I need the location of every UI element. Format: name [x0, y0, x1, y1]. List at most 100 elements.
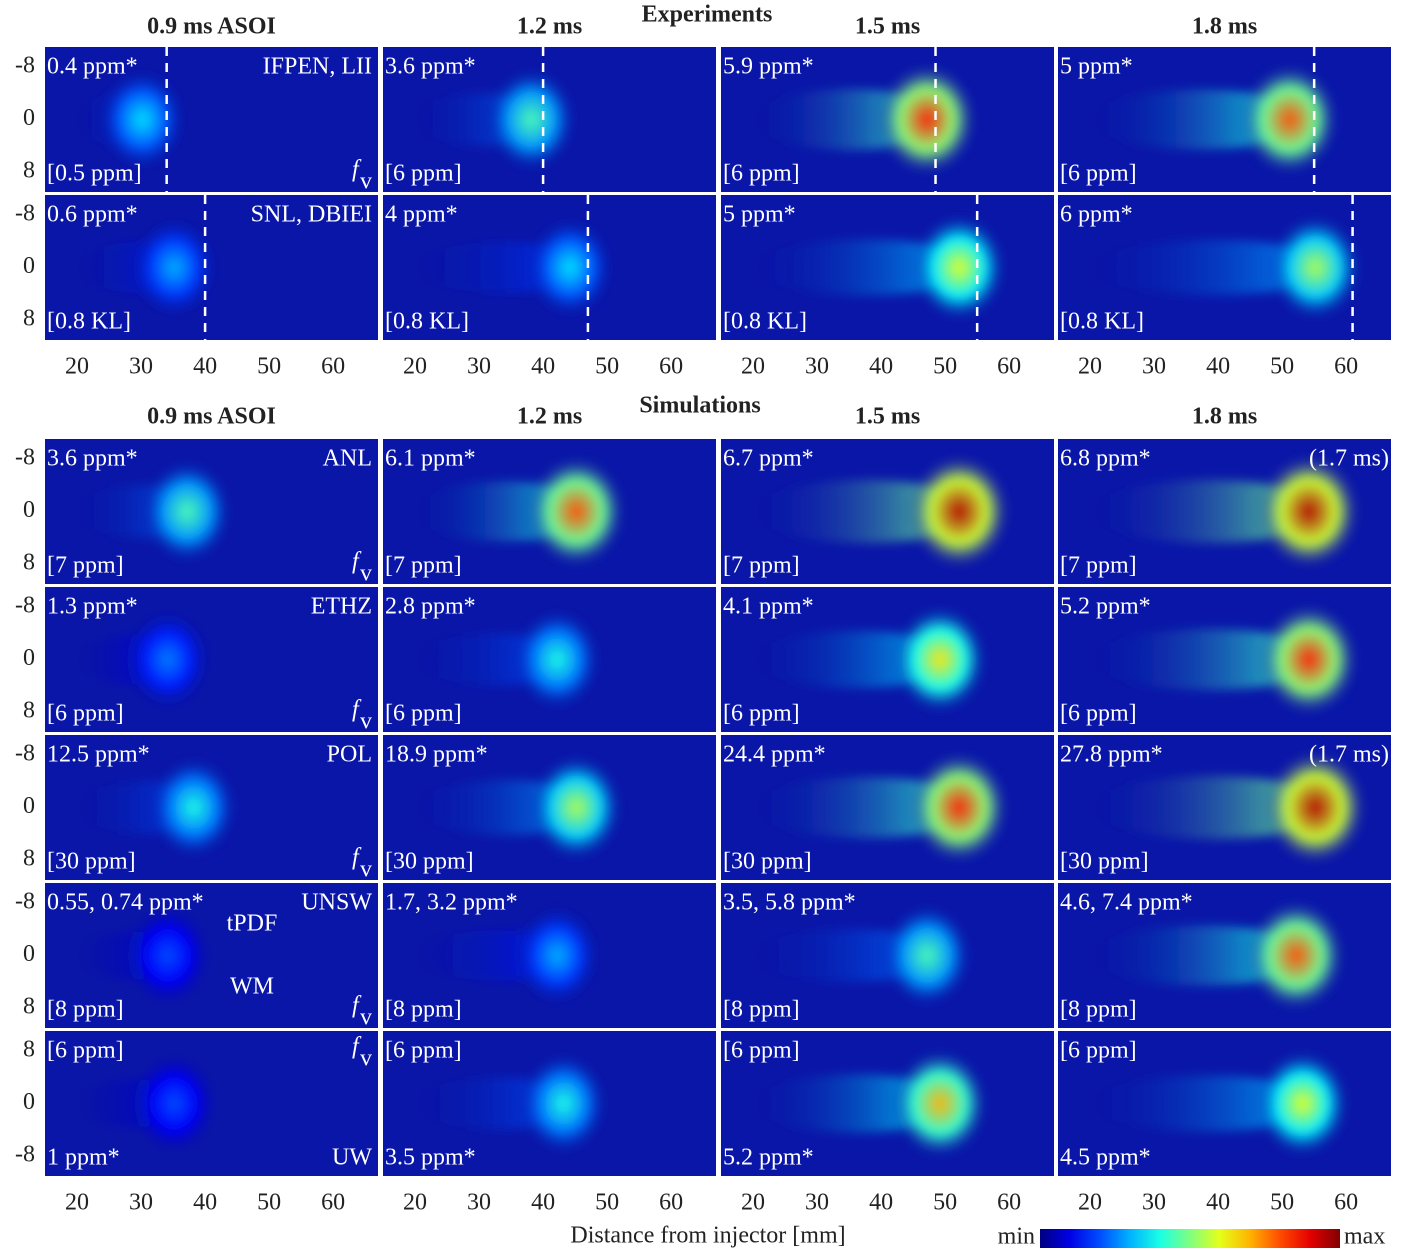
- row-label: UNSW: [301, 890, 372, 916]
- plume-head: [149, 756, 238, 859]
- scale-value: [30 ppm]: [47, 849, 136, 875]
- soot-field: [1090, 603, 1359, 716]
- row-label: POL: [327, 742, 372, 768]
- x-tick-label: 40: [869, 354, 893, 380]
- x-tick-label: 30: [467, 354, 491, 380]
- row-label: IFPEN, LII: [263, 54, 372, 80]
- x-tick-label: 20: [741, 1190, 765, 1216]
- x-tick-label: 30: [129, 1190, 153, 1216]
- panel: 0.4 ppm* [0.5 ppm] IFPEN, LII f v: [45, 47, 378, 195]
- x-tick-label: 20: [1078, 354, 1102, 380]
- row-note: WM: [230, 974, 274, 1000]
- panel: 3.6 ppm* [6 ppm]: [383, 47, 716, 192]
- peak-value: 3.6 ppm*: [385, 54, 476, 80]
- scale-value: [6 ppm]: [1060, 161, 1137, 187]
- scale-value: [8 ppm]: [723, 997, 800, 1023]
- x-tick-label: 40: [869, 1190, 893, 1216]
- scale-value: [6 ppm]: [1060, 1038, 1137, 1064]
- y-tick-label: 0: [23, 793, 35, 819]
- x-tick-label: 60: [321, 354, 345, 380]
- plume-head: [907, 454, 1011, 569]
- plume-head: [1256, 1050, 1349, 1157]
- x-tick-label: 20: [403, 354, 427, 380]
- fv-symbol: f: [352, 993, 362, 1019]
- plume-head: [1259, 603, 1359, 716]
- scale-value: [6 ppm]: [723, 1038, 800, 1064]
- y-tick-label: 8: [23, 550, 35, 576]
- panel: 3.6 ppm* [7 ppm] ANL f v: [45, 439, 378, 587]
- peak-value: 6 ppm*: [1060, 202, 1133, 228]
- fv-subscript: v: [360, 1046, 372, 1072]
- panel: 5 ppm* [0.8 KL]: [721, 195, 1054, 340]
- panel-note: (1.7 ms): [1309, 446, 1389, 472]
- plume-head: [519, 1052, 608, 1155]
- x-tick-label: 60: [659, 354, 683, 380]
- y-tick-label: -8: [15, 592, 35, 618]
- plume-head: [527, 217, 613, 318]
- row-label: SNL, DBIEI: [251, 202, 372, 228]
- plume-head: [912, 214, 1006, 321]
- peak-value: 18.9 ppm*: [385, 742, 488, 768]
- peak-value: 5.9 ppm*: [723, 54, 814, 80]
- y-tick-label: 8: [23, 306, 35, 332]
- peak-value: 6.7 ppm*: [723, 446, 814, 472]
- y-tick-label: -8: [15, 52, 35, 78]
- peak-value: 0.4 ppm*: [47, 54, 138, 80]
- soot-field: [1090, 214, 1362, 321]
- x-tick-label: 60: [1334, 1190, 1358, 1216]
- x-tick-label: 50: [933, 1190, 957, 1216]
- plume-head: [909, 751, 1010, 864]
- soot-field: [1090, 63, 1339, 176]
- plume-head: [1264, 750, 1367, 865]
- scale-value: [8 ppm]: [385, 997, 462, 1023]
- panel: 6 ppm* [0.8 KL]: [1058, 195, 1391, 340]
- plume-head: [514, 905, 600, 1006]
- soot-field: [77, 1055, 216, 1152]
- peak-value: 0.6 ppm*: [47, 202, 138, 228]
- section-title: Experiments: [642, 2, 773, 28]
- x-tick-label: 20: [65, 354, 89, 380]
- scale-value: [8 ppm]: [47, 997, 124, 1023]
- x-tick-label: 40: [531, 1190, 555, 1216]
- scale-value: [0.8 KL]: [385, 309, 469, 335]
- row-label: ANL: [323, 446, 372, 472]
- fv-symbol: f: [352, 549, 362, 575]
- y-tick-label: 8: [23, 698, 35, 724]
- soot-field: [753, 1049, 988, 1158]
- column-title: 1.2 ms: [517, 404, 582, 430]
- peak-value: 4.1 ppm*: [723, 594, 814, 620]
- x-tick-label: 60: [321, 1190, 345, 1216]
- soot-field: [415, 68, 576, 171]
- soot-field: [77, 907, 209, 1004]
- scale-value: [6 ppm]: [723, 161, 800, 187]
- panel: 6.7 ppm* [7 ppm]: [721, 439, 1054, 584]
- x-tick-label: 40: [1206, 354, 1230, 380]
- peak-value: 1.3 ppm*: [47, 594, 138, 620]
- panel-note: (1.7 ms): [1309, 742, 1389, 768]
- column-title: 1.2 ms: [517, 14, 582, 40]
- soot-field: [415, 217, 613, 318]
- peak-value: 6.1 ppm*: [385, 446, 476, 472]
- panel: 0.55, 0.74 ppm* [8 ppm] UNSW f v tPDF WM: [45, 883, 378, 1031]
- colorbar-max: max: [1344, 1224, 1385, 1250]
- plume-head: [99, 69, 186, 170]
- plume-head: [126, 610, 210, 709]
- panel: 5.2 ppm* [6 ppm]: [721, 1031, 1054, 1176]
- soot-field: [753, 751, 1010, 864]
- x-tick-label: 20: [1078, 1190, 1102, 1216]
- soot-field: [77, 610, 210, 709]
- plume-head: [127, 907, 209, 1004]
- panel: 5 ppm* [6 ppm]: [1058, 47, 1391, 192]
- x-tick-label: 60: [997, 1190, 1021, 1216]
- panel: 5.9 ppm* [6 ppm]: [721, 47, 1054, 192]
- soot-field: [77, 756, 238, 859]
- y-tick-label: 0: [23, 941, 35, 967]
- panel: 18.9 ppm* [30 ppm]: [383, 735, 716, 880]
- column-title: 1.8 ms: [1192, 404, 1257, 430]
- scale-value: [6 ppm]: [47, 701, 124, 727]
- plume-head: [892, 1049, 988, 1158]
- panel: 5.2 ppm* [6 ppm]: [1058, 587, 1391, 732]
- panel: 1.7, 3.2 ppm* [8 ppm]: [383, 883, 716, 1028]
- scale-value: [7 ppm]: [47, 553, 124, 579]
- peak-value: 4.5 ppm*: [1060, 1145, 1151, 1171]
